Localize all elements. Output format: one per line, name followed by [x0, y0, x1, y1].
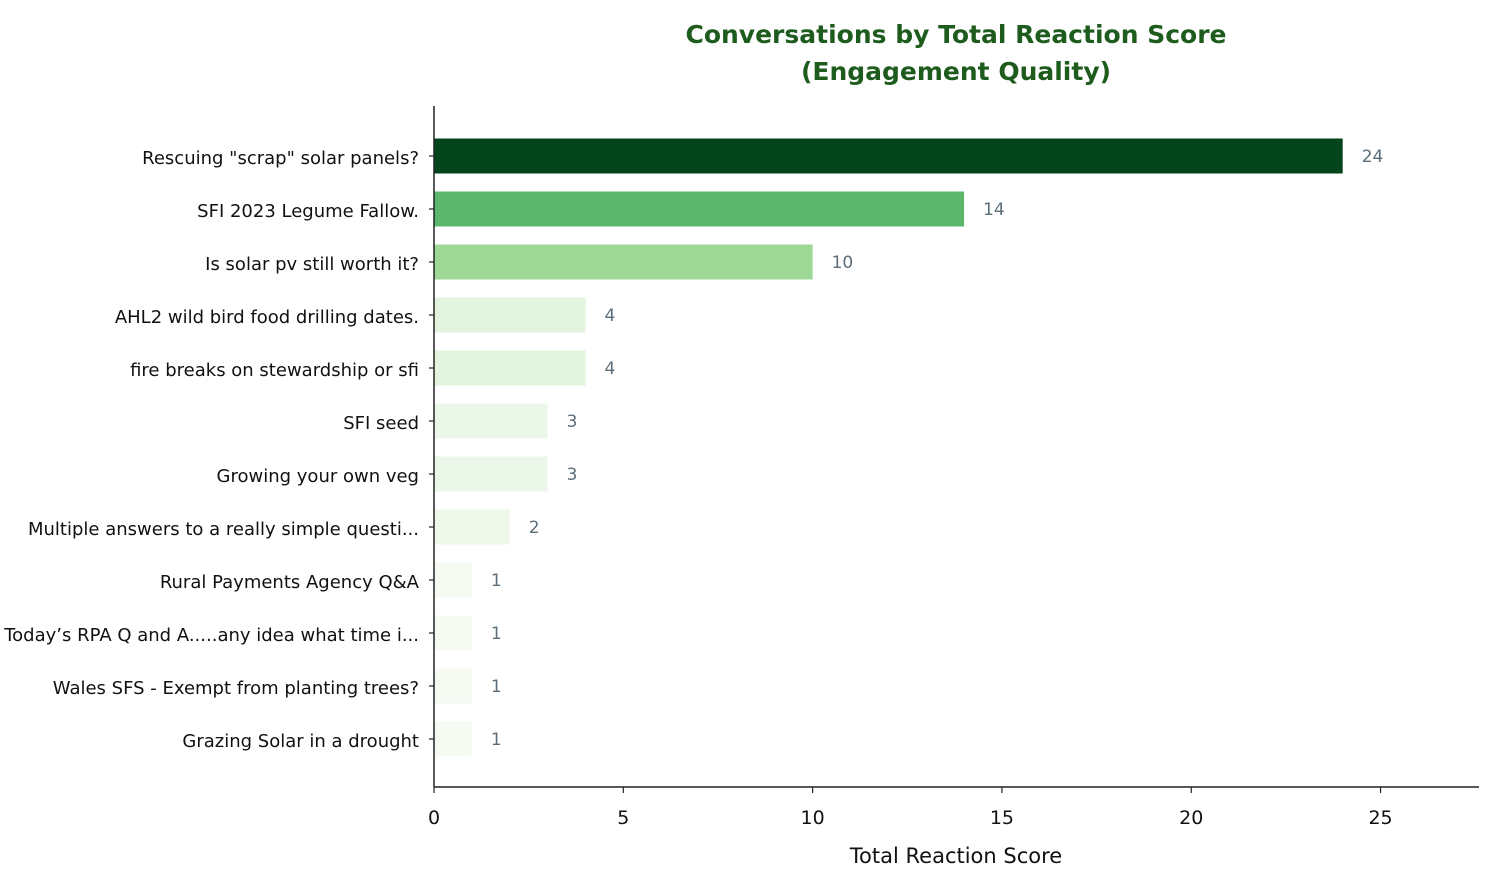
bar — [434, 562, 472, 598]
bar-value-label: 1 — [491, 571, 502, 591]
bars-group: 24 14 10 4 4 3 3 2 1 1 1 1 — [434, 138, 1384, 757]
bar — [434, 509, 510, 545]
bar — [434, 721, 472, 757]
bar — [434, 456, 548, 492]
bar — [434, 297, 586, 333]
x-axis-title: Total Reaction Score — [849, 844, 1062, 868]
category-label: AHL2 wild bird food drilling dates. — [115, 307, 419, 328]
category-label: Multiple answers to a really simple ques… — [28, 519, 419, 540]
category-label: fire breaks on stewardship or sfi — [130, 360, 419, 381]
bar — [434, 615, 472, 651]
bar-value-label: 14 — [983, 200, 1005, 220]
category-label: Today’s RPA Q and A.....any idea what ti… — [3, 625, 419, 646]
bar-value-label: 10 — [832, 253, 854, 273]
bar-value-label: 1 — [491, 677, 502, 697]
x-tick-label: 5 — [617, 807, 629, 829]
x-tick-label: 10 — [801, 807, 825, 829]
bar — [434, 244, 813, 280]
bar-value-label: 3 — [567, 412, 578, 432]
bar-value-label: 1 — [491, 624, 502, 644]
bar-value-label: 3 — [567, 465, 578, 485]
bar — [434, 403, 548, 439]
bar-value-label: 4 — [604, 306, 615, 326]
category-label: Wales SFS - Exempt from planting trees? — [53, 678, 419, 699]
x-tick-label: 15 — [990, 807, 1014, 829]
bar — [434, 138, 1343, 174]
category-label: Is solar pv still worth it? — [205, 254, 419, 275]
category-label: Rescuing "scrap" solar panels? — [142, 148, 419, 169]
category-label: Growing your own veg — [217, 466, 419, 487]
category-label: Grazing Solar in a drought — [182, 731, 419, 752]
bar — [434, 350, 586, 386]
axes-group: Rescuing "scrap" solar panels? SFI 2023 L… — [3, 106, 1479, 829]
chart-title: Conversations by Total Reaction Score — [685, 20, 1226, 49]
bar-value-label: 1 — [491, 730, 502, 750]
category-label: Rural Payments Agency Q&A — [160, 572, 420, 593]
bar — [434, 191, 965, 227]
category-label: SFI seed — [343, 413, 419, 434]
category-label: SFI 2023 Legume Fallow. — [197, 201, 419, 222]
bar-value-label: 2 — [529, 518, 540, 538]
chart-subtitle: (Engagement Quality) — [801, 57, 1111, 86]
bar-value-label: 4 — [604, 359, 615, 379]
x-tick-label: 0 — [428, 807, 440, 829]
bar — [434, 668, 472, 704]
x-tick-label: 20 — [1179, 807, 1203, 829]
bar-value-label: 24 — [1362, 147, 1384, 167]
x-tick-label: 25 — [1368, 807, 1392, 829]
